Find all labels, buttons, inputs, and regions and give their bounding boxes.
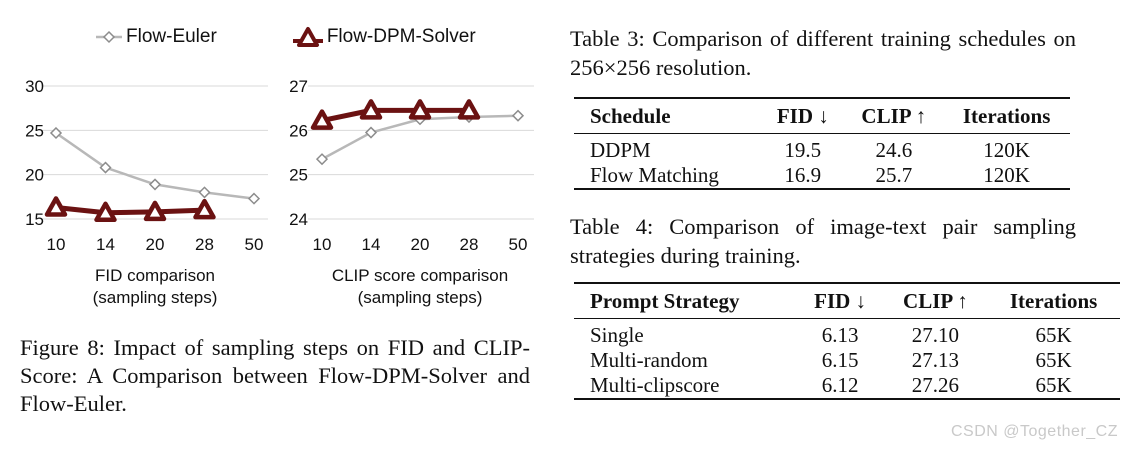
table-cell: Multi-clipscore <box>590 373 720 397</box>
watermark: CSDN @Together_CZ <box>950 423 1118 440</box>
table-cell: Flow Matching <box>590 163 719 187</box>
table4-caption: Table 4: Comparison of image-text pair s… <box>570 214 1076 268</box>
y-tick-label: 30 <box>25 77 44 96</box>
table-cell: 24.6 <box>875 138 913 162</box>
y-tick-label: 24 <box>289 210 308 229</box>
legend-label-flow-dpm-solver: Flow-DPM-Solver <box>326 26 476 47</box>
x-axis-subtitle: (sampling steps) <box>358 288 483 307</box>
y-tick-label: 27 <box>289 77 308 96</box>
table3-header: Schedule <box>590 103 671 128</box>
y-tick-label: 25 <box>289 166 308 185</box>
table-row: Multi-clipscore 6.12 27.26 65K <box>574 373 1120 399</box>
table-cell: Single <box>590 323 644 347</box>
data-point-triangle <box>359 99 383 120</box>
table3-header: Iterations <box>962 103 1051 128</box>
data-point-diamond <box>247 192 261 205</box>
table-cell: 25.7 <box>875 163 913 187</box>
table-row: DDPM 19.5 24.6 120K <box>574 134 1070 164</box>
data-point-triangle <box>310 109 334 130</box>
y-tick-label: 20 <box>25 166 44 185</box>
triangle-marker-icon <box>292 27 323 47</box>
figure-caption: Figure 8: Impact of sampling steps on FI… <box>20 335 530 416</box>
data-point-diamond <box>511 109 525 122</box>
table3-caption: Table 3: Comparison of different trainin… <box>570 26 1076 80</box>
x-axis-title: FID comparison <box>95 266 215 285</box>
x-tick-label: 10 <box>313 235 332 254</box>
table-cell: 120K <box>983 163 1030 187</box>
table3-header: FID ↓ <box>776 103 829 128</box>
data-point-triangle <box>408 99 432 120</box>
series-line-flow-dpm-solver <box>55 204 205 216</box>
legend-item-flow-dpm-solver: Flow-DPM-Solver <box>292 26 476 48</box>
clip-chart: 27 26 25 24 10 14 20 28 50 CLIP score comparison (… <box>268 64 538 319</box>
x-tick-label: 14 <box>96 235 115 254</box>
y-tick-label: 26 <box>289 121 308 140</box>
table3: Schedule FID ↓ CLIP ↑ Iterations DDPM 19… <box>574 97 1070 190</box>
table3-header-row: Schedule FID ↓ CLIP ↑ Iterations <box>574 98 1070 134</box>
data-point-triangle <box>94 201 117 223</box>
table3-header: CLIP ↑ <box>861 103 927 128</box>
table-cell: 27.13 <box>911 348 960 372</box>
data-point-triangle <box>193 198 216 220</box>
data-point-diamond <box>198 186 211 199</box>
x-tick-label: 28 <box>195 235 214 254</box>
table-cell: 27.10 <box>911 323 960 347</box>
table-cell: 65K <box>1035 348 1072 372</box>
x-tick-label: 10 <box>47 235 66 254</box>
table-cell: 6.15 <box>821 348 859 372</box>
x-tick-label: 28 <box>460 235 479 254</box>
x-tick-label: 50 <box>245 235 264 254</box>
table4-header: FID ↓ <box>814 288 867 313</box>
table-cell: 120K <box>983 138 1030 162</box>
table-cell: 6.13 <box>821 323 859 347</box>
data-point-triangle <box>457 99 481 120</box>
table-cell: 65K <box>1035 373 1072 397</box>
table4-header: CLIP ↑ <box>903 288 968 313</box>
legend-item-flow-euler: Flow-Euler <box>96 26 217 48</box>
fid-chart: 30 25 20 15 10 14 20 28 50 FID comparison (samplin… <box>0 64 270 319</box>
table4-header: Iterations <box>1009 288 1098 313</box>
x-axis-title: CLIP score comparison <box>332 266 508 285</box>
x-tick-label: 20 <box>146 235 165 254</box>
legend-label-flow-euler: Flow-Euler <box>126 26 217 47</box>
table-cell: DDPM <box>590 138 651 162</box>
y-tick-label: 15 <box>25 210 44 229</box>
table-cell: 16.9 <box>784 163 822 187</box>
x-axis-subtitle: (sampling steps) <box>93 288 218 307</box>
table4: Prompt Strategy FID ↓ CLIP ↑ Iterations … <box>574 282 1120 400</box>
x-tick-label: 20 <box>411 235 430 254</box>
table-cell: 65K <box>1035 323 1072 347</box>
table-cell: 19.5 <box>784 138 822 162</box>
table-cell: 6.12 <box>821 373 859 397</box>
table4-header: Prompt Strategy <box>590 288 740 313</box>
table-cell: 27.26 <box>911 373 960 397</box>
x-tick-label: 14 <box>362 235 381 254</box>
table-row: Single 6.13 27.10 65K <box>574 319 1120 349</box>
data-point-diamond <box>49 126 63 140</box>
table-cell: Multi-random <box>590 348 708 372</box>
data-point-diamond <box>148 178 162 191</box>
diamond-marker-icon <box>96 30 122 44</box>
table-row: Flow Matching 16.9 25.7 120K <box>574 163 1070 189</box>
table-row: Multi-random 6.15 27.13 65K <box>574 348 1120 373</box>
data-point-triangle <box>143 200 167 222</box>
data-point-diamond <box>315 153 329 166</box>
data-point-triangle <box>44 196 68 217</box>
chart-legend: Flow-Euler Flow-DPM-Solver <box>96 26 552 48</box>
table4-header-row: Prompt Strategy FID ↓ CLIP ↑ Iterations <box>574 283 1120 319</box>
series-line-flow-dpm-solver <box>321 107 469 124</box>
data-point-diamond <box>99 161 112 174</box>
y-tick-label: 25 <box>25 121 44 140</box>
data-point-diamond <box>364 126 378 139</box>
x-tick-label: 50 <box>509 235 528 254</box>
